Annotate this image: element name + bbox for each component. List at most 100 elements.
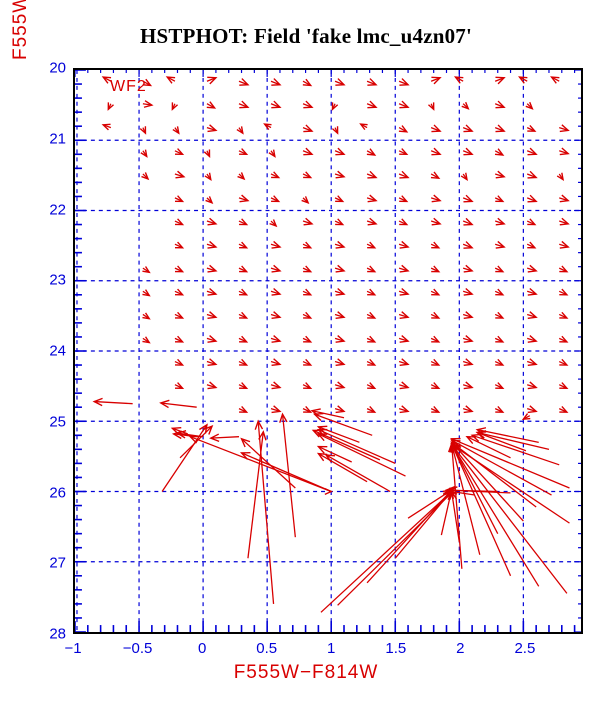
- vector-arrowhead: [239, 194, 250, 203]
- displacement-vector: [334, 381, 346, 390]
- displacement-vector: [527, 335, 538, 343]
- displacement-vector: [238, 358, 249, 366]
- vector-shaft: [179, 425, 213, 459]
- vector-arrowhead: [399, 287, 410, 296]
- vector-arrowhead: [367, 241, 377, 249]
- vector-arrowhead: [271, 171, 281, 179]
- displacement-vector: [238, 265, 249, 273]
- displacement-vector: [302, 124, 314, 133]
- displacement-vector: [527, 405, 538, 414]
- vector-shaft: [337, 491, 454, 606]
- vector-arrowhead: [207, 240, 218, 249]
- displacement-vector: [558, 265, 569, 273]
- y-axis-title: F555W: [10, 0, 31, 60]
- vector-arrowhead: [431, 265, 441, 273]
- vector-shaft: [449, 489, 511, 494]
- vector-arrowhead: [495, 217, 506, 226]
- displacement-vector: [142, 100, 154, 108]
- vector-arrowhead: [331, 102, 339, 111]
- displacement-vector: [430, 147, 442, 156]
- vector-arrowhead: [207, 311, 218, 319]
- displacement-vector: [398, 311, 410, 319]
- displacement-vector: [428, 102, 435, 111]
- displacement-vector: [398, 381, 410, 390]
- vector-arrowhead: [495, 240, 506, 249]
- displacement-vector: [316, 433, 406, 477]
- displacement-vector: [366, 382, 377, 389]
- vector-arrowhead: [263, 123, 272, 131]
- vector-arrowhead: [399, 170, 410, 179]
- vector-arrowhead: [139, 126, 147, 135]
- vector-arrowhead: [495, 382, 505, 389]
- vector-arrowhead: [303, 171, 313, 179]
- vector-shaft: [477, 431, 550, 450]
- displacement-vector: [302, 217, 314, 226]
- displacement-vector: [142, 289, 151, 297]
- vector-arrowhead: [165, 76, 176, 84]
- vector-shaft: [451, 444, 568, 594]
- displacement-vector: [238, 148, 249, 156]
- displacement-vector: [174, 195, 185, 203]
- displacement-vector: [398, 100, 410, 109]
- vector-arrowhead: [495, 195, 505, 203]
- vector-arrowhead: [303, 335, 313, 343]
- vector-arrowhead: [174, 265, 185, 273]
- displacement-vector: [525, 101, 534, 110]
- displacement-vector: [559, 124, 570, 133]
- displacement-vector: [462, 147, 474, 156]
- x-tick-label: −1: [64, 640, 82, 657]
- vector-arrowhead: [239, 335, 249, 343]
- vector-shaft: [466, 436, 511, 459]
- vector-arrowhead: [159, 399, 170, 409]
- vector-arrowhead: [316, 452, 328, 462]
- vector-arrowhead: [271, 405, 282, 414]
- vector-arrowhead: [271, 100, 282, 109]
- vector-arrowhead: [268, 149, 276, 158]
- x-tick-label: 1: [327, 640, 336, 657]
- displacement-vector: [398, 405, 410, 414]
- displacement-vector: [316, 428, 396, 464]
- displacement-vector: [268, 149, 276, 158]
- vector-arrowhead: [559, 358, 569, 366]
- displacement-vector: [238, 194, 250, 203]
- displacement-vector: [171, 102, 179, 111]
- displacement-vector: [558, 288, 569, 296]
- vector-shaft: [451, 444, 540, 587]
- displacement-vector: [140, 149, 148, 158]
- vector-arrowhead: [442, 490, 453, 500]
- vector-arrowhead: [495, 124, 506, 133]
- displacement-vector: [559, 194, 570, 203]
- displacement-vector: [302, 405, 313, 413]
- displacement-vector: [558, 358, 569, 366]
- displacement-vector: [159, 399, 197, 409]
- vector-arrowhead: [527, 405, 538, 414]
- displacement-vector: [475, 431, 527, 452]
- vector-arrowhead: [367, 170, 378, 179]
- displacement-vector: [206, 381, 218, 390]
- displacement-vector: [206, 264, 218, 273]
- page-title: HSTPHOT: Field 'fake lmc_u4zn07': [139, 24, 473, 48]
- displacement-vector: [430, 335, 441, 343]
- vector-arrowhead: [271, 195, 281, 203]
- vector-arrowhead: [237, 172, 246, 181]
- vector-arrowhead: [302, 78, 313, 87]
- displacement-vector: [366, 311, 377, 319]
- displacement-vector: [316, 445, 352, 463]
- vector-arrowhead: [495, 265, 505, 273]
- vector-arrowhead: [463, 405, 474, 414]
- y-tick-label: 22: [49, 201, 66, 218]
- displacement-vector: [398, 335, 410, 343]
- vector-shaft: [318, 429, 396, 464]
- displacement-vector: [398, 195, 409, 203]
- displacement-vector: [238, 100, 250, 109]
- displacement-vector: [206, 124, 218, 133]
- displacement-vector: [494, 195, 505, 203]
- displacement-vector: [430, 382, 441, 389]
- vector-arrowhead: [239, 452, 251, 460]
- vector-arrowhead: [174, 311, 185, 319]
- displacement-vector: [174, 265, 185, 273]
- vector-arrowhead: [399, 195, 409, 203]
- vector-shaft: [94, 400, 133, 405]
- vector-shaft: [210, 436, 240, 439]
- x-tick-label: 0: [197, 640, 207, 657]
